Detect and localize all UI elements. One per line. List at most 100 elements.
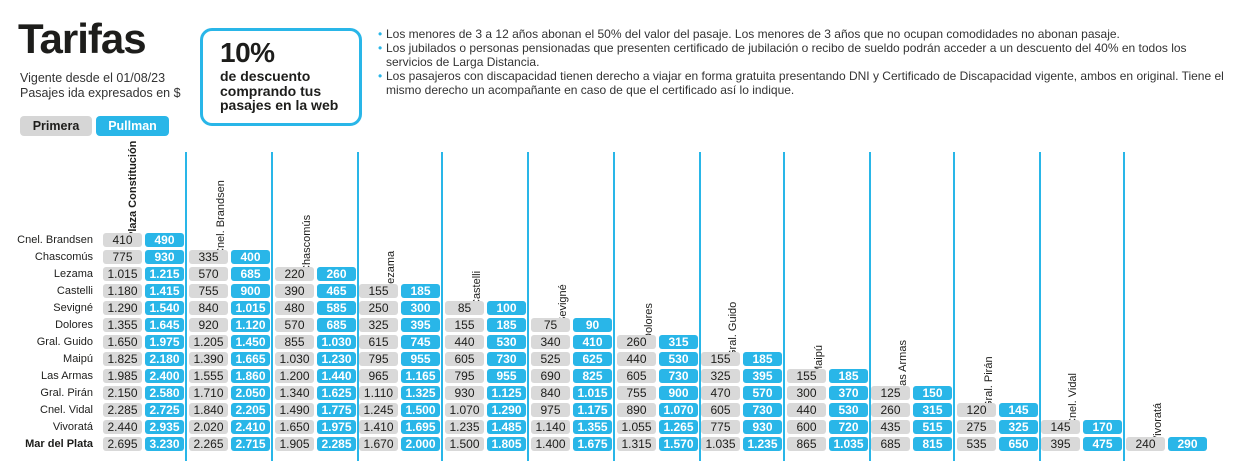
row-label-mar-del-plata: Mar del Plata <box>25 438 93 450</box>
column-divider <box>1039 152 1041 461</box>
primera-fare: 2.265 <box>189 437 228 451</box>
pullman-fare: 1.500 <box>401 403 440 417</box>
primera-fare: 1.905 <box>275 437 314 451</box>
primera-fare: 275 <box>957 420 996 434</box>
primera-fare: 840 <box>531 386 570 400</box>
pullman-fare: 1.625 <box>317 386 356 400</box>
primera-fare: 1.140 <box>531 420 570 434</box>
pullman-fare: 395 <box>743 369 782 383</box>
pullman-fare: 100 <box>487 301 526 315</box>
pullman-fare: 1.265 <box>659 420 698 434</box>
primera-fare: 2.285 <box>103 403 142 417</box>
pullman-fare: 1.175 <box>573 403 612 417</box>
row-label-vivorata: Vivoratá <box>52 421 93 433</box>
pullman-fare: 685 <box>231 267 270 281</box>
primera-fare: 685 <box>871 437 910 451</box>
primera-fare: 260 <box>617 335 656 349</box>
primera-fare: 480 <box>275 301 314 315</box>
pullman-fare: 730 <box>487 352 526 366</box>
pullman-fare: 185 <box>487 318 526 332</box>
primera-fare: 1.205 <box>189 335 228 349</box>
primera-fare: 155 <box>359 284 398 298</box>
pullman-fare: 260 <box>317 267 356 281</box>
primera-fare: 155 <box>445 318 484 332</box>
column-header-gral-piran: Gral. Pirán <box>983 356 995 409</box>
column-header-gral-guido: Gral. Guido <box>727 301 739 358</box>
primera-fare: 1.840 <box>189 403 228 417</box>
promo-line-1: de descuento <box>220 68 311 84</box>
primera-fare: 250 <box>359 301 398 315</box>
column-header-cnel-vidal: Cnel. Vidal <box>1067 373 1079 426</box>
primera-fare: 325 <box>701 369 740 383</box>
primera-fare: 440 <box>617 352 656 366</box>
pullman-fare: 1.975 <box>145 335 184 349</box>
pullman-fare: 150 <box>913 386 952 400</box>
column-divider <box>953 152 955 461</box>
pullman-fare: 145 <box>999 403 1038 417</box>
column-divider <box>357 152 359 461</box>
column-divider <box>271 152 273 461</box>
pullman-fare: 720 <box>829 420 868 434</box>
pullman-fare: 3.230 <box>145 437 184 451</box>
pullman-fare: 1.015 <box>231 301 270 315</box>
column-divider <box>1123 152 1125 461</box>
primera-fare: 1.670 <box>359 437 398 451</box>
row-label-lezama: Lezama <box>53 268 93 280</box>
pullman-fare: 900 <box>231 284 270 298</box>
pullman-fare: 1.325 <box>401 386 440 400</box>
pullman-fare: 2.050 <box>231 386 270 400</box>
pullman-tab[interactable]: Pullman <box>96 116 169 136</box>
pullman-fare: 1.775 <box>317 403 356 417</box>
primera-fare: 1.235 <box>445 420 484 434</box>
column-header-chascomus: Chascomús <box>301 214 313 273</box>
valid-from-text: Vigente desde el 01/08/23 <box>20 71 166 85</box>
pullman-fare: 315 <box>659 335 698 349</box>
primera-fare: 1.650 <box>275 420 314 434</box>
column-divider <box>613 152 615 461</box>
note-disability: Los pasajeros con discapacidad tienen de… <box>378 69 1228 97</box>
primera-fare: 1.390 <box>189 352 228 366</box>
row-label-las-armas: Las Armas <box>41 370 93 382</box>
primera-fare: 1.490 <box>275 403 314 417</box>
primera-fare: 795 <box>445 369 484 383</box>
column-header-plaza-constitucion: Plaza Constitución <box>127 140 139 239</box>
pullman-fare: 1.355 <box>573 420 612 434</box>
pullman-fare: 490 <box>145 233 184 247</box>
primera-fare: 260 <box>871 403 910 417</box>
pullman-fare: 1.215 <box>145 267 184 281</box>
column-divider <box>783 152 785 461</box>
pullman-fare: 2.725 <box>145 403 184 417</box>
pullman-fare: 1.290 <box>487 403 526 417</box>
pullman-fare: 570 <box>743 386 782 400</box>
primera-fare: 855 <box>275 335 314 349</box>
pullman-fare: 930 <box>743 420 782 434</box>
primera-fare: 1.200 <box>275 369 314 383</box>
note-retirees: Los jubilados o personas pensionadas que… <box>378 41 1228 69</box>
row-label-sevigne: Sevigné <box>53 302 93 314</box>
pullman-fare: 1.440 <box>317 369 356 383</box>
fare-notes: Los menores de 3 a 12 años abonan el 50%… <box>378 27 1228 97</box>
primera-fare: 1.710 <box>189 386 228 400</box>
primera-fare: 440 <box>787 403 826 417</box>
pullman-fare: 530 <box>659 352 698 366</box>
column-divider <box>869 152 871 461</box>
primera-fare: 570 <box>189 267 228 281</box>
primera-fare: 145 <box>1041 420 1080 434</box>
primera-tab[interactable]: Primera <box>20 116 92 136</box>
pullman-fare: 395 <box>401 318 440 332</box>
pullman-fare: 1.805 <box>487 437 526 451</box>
pullman-fare: 185 <box>743 352 782 366</box>
primera-fare: 2.440 <box>103 420 142 434</box>
primera-fare: 395 <box>1041 437 1080 451</box>
row-label-chascomus: Chascomús <box>34 251 93 263</box>
primera-fare: 390 <box>275 284 314 298</box>
pullman-fare: 1.015 <box>573 386 612 400</box>
pullman-fare: 2.715 <box>231 437 270 451</box>
pullman-fare: 1.070 <box>659 403 698 417</box>
primera-fare: 1.245 <box>359 403 398 417</box>
primera-fare: 1.030 <box>275 352 314 366</box>
pullman-fare: 1.665 <box>231 352 270 366</box>
pullman-fare: 315 <box>913 403 952 417</box>
primera-fare: 840 <box>189 301 228 315</box>
primera-fare: 975 <box>531 403 570 417</box>
